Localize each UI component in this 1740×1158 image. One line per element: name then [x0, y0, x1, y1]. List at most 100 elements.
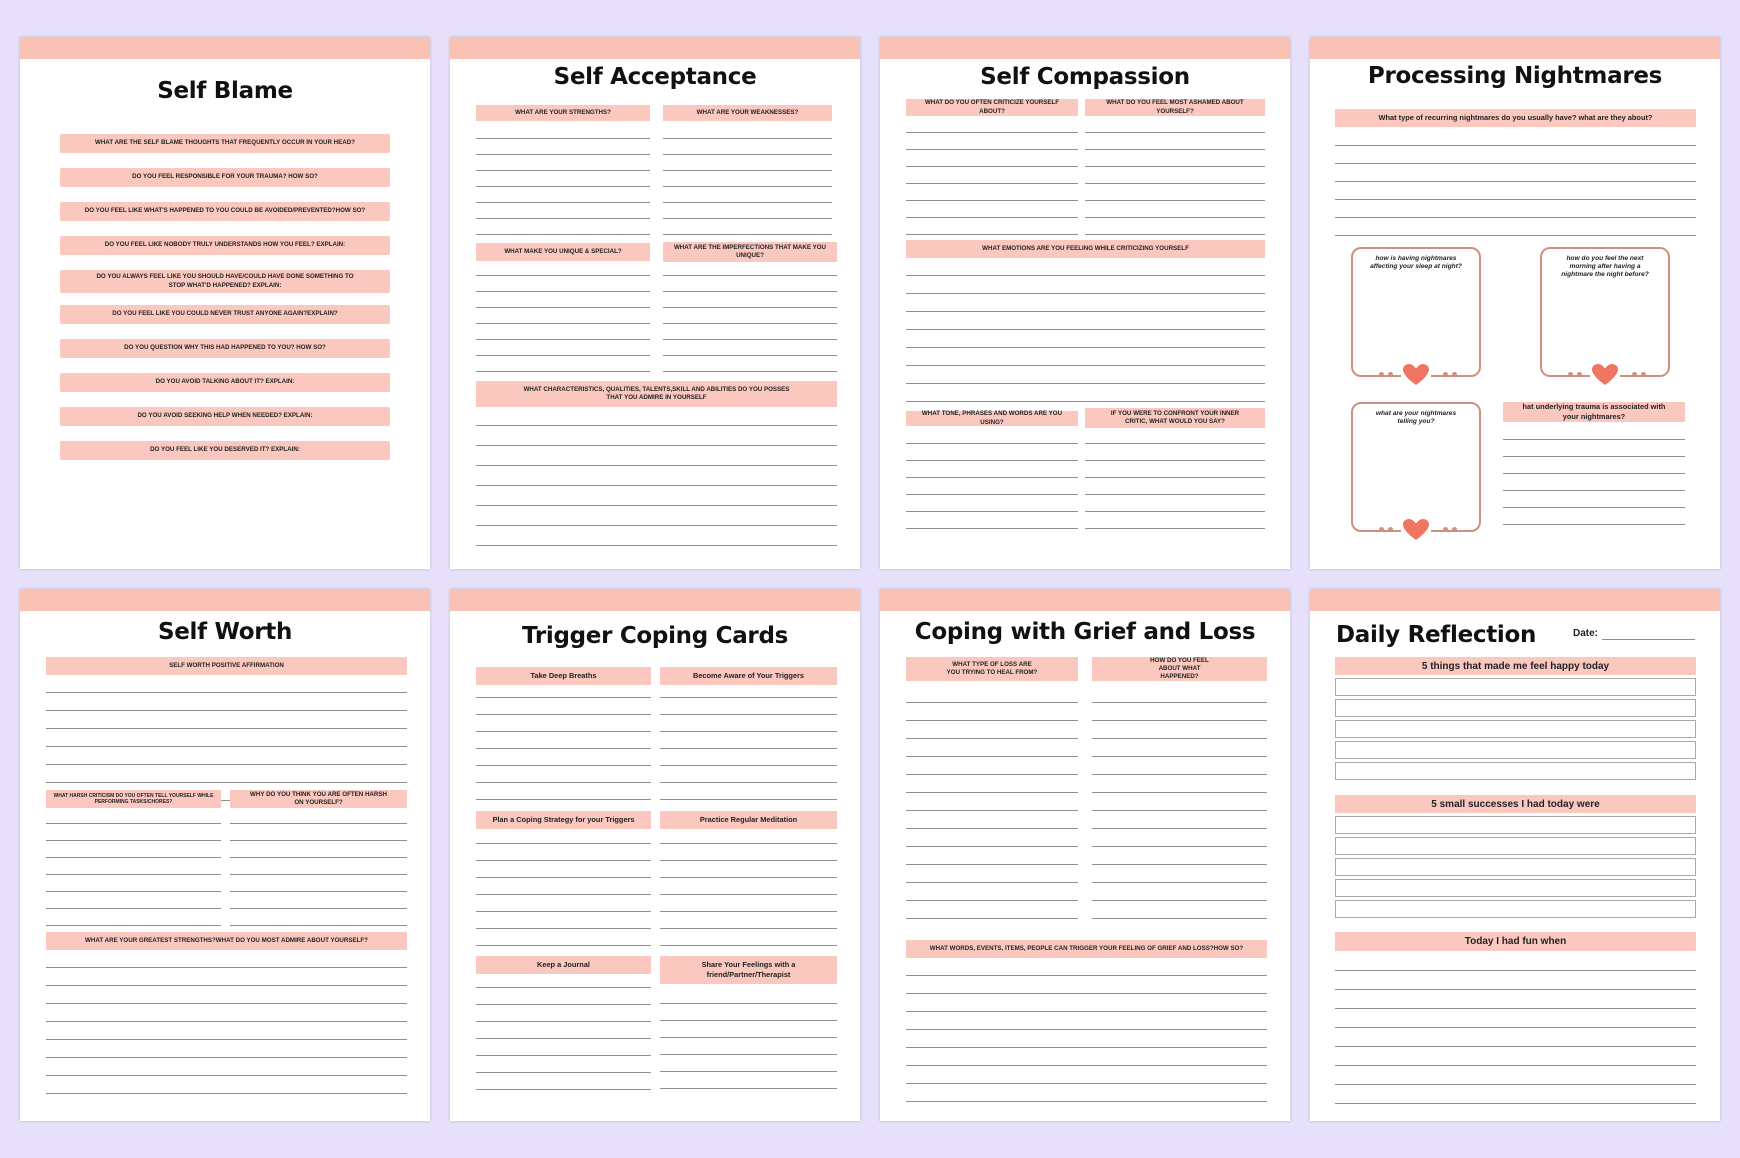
dots-decoration: [1568, 372, 1584, 377]
writing-lines: [1085, 443, 1265, 529]
prompt-bar: DO YOU FEEL RESPONSIBLE FOR YOUR TRAUMA?…: [60, 168, 390, 187]
writing-lines: [663, 138, 832, 251]
writing-lines: [663, 275, 837, 372]
box-caption: what are your nightmares telling you?: [1375, 410, 1457, 426]
coping-card-title: Become Aware of Your Triggers: [660, 667, 837, 685]
prompt-bar: WHAT HARSH CRITICISM DO YOU OFTEN TELL Y…: [46, 790, 221, 808]
writing-lines: [906, 975, 1267, 1102]
reflection-box-telling: what are your nightmares telling you?: [1351, 402, 1481, 542]
writing-lines: [476, 697, 651, 800]
writing-lines: [1085, 132, 1265, 235]
prompt-bar: WHAT DO YOU OFTEN CRITICIZE YOURSELF ABO…: [906, 99, 1078, 116]
prompt-bar: What type of recurring nightmares do you…: [1335, 109, 1696, 127]
prompt-bar: 5 things that made me feel happy today: [1335, 657, 1696, 675]
prompt-bar: WHAT TONE, PHRASES AND WORDS ARE YOU USI…: [906, 410, 1078, 426]
dots-decoration: [1443, 372, 1459, 377]
prompt-bar: WHAT TYPE OF LOSS ARE YOU TRYING TO HEAL…: [906, 657, 1078, 681]
prompt-bar: DO YOU FEEL LIKE YOU COULD NEVER TRUST A…: [60, 305, 390, 324]
page-grief-and-loss: Coping with Grief and Loss WHAT TYPE OF …: [880, 589, 1290, 1121]
writing-lines: [46, 692, 407, 801]
page-title: Processing Nightmares: [1367, 63, 1663, 89]
writing-lines: [1092, 702, 1267, 919]
entry-boxes: [1335, 816, 1696, 921]
prompt-bar: DO YOU FEEL LIKE WHAT'S HAPPENED TO YOU …: [60, 202, 390, 221]
prompt-bar: 5 small successes I had today were: [1335, 795, 1696, 813]
page-self-acceptance: Self Acceptance WHAT ARE YOUR STRENGTHS?…: [450, 37, 860, 569]
header-bar: [450, 589, 860, 611]
dots-decoration: [1632, 372, 1648, 377]
header-bar: [1310, 37, 1720, 59]
prompt-bar: DO YOU AVOID SEEKING HELP WHEN NEEDED? E…: [60, 407, 390, 426]
header-bar: [20, 37, 430, 59]
reflection-box-morning: how do you feel the next morning after h…: [1540, 247, 1670, 387]
writing-lines: [906, 132, 1078, 235]
coping-card-title: Practice Regular Meditation: [660, 811, 837, 829]
page-title: Self Blame: [157, 78, 293, 104]
writing-lines: [46, 823, 221, 926]
writing-lines: [660, 697, 837, 800]
header-bar: [880, 37, 1290, 59]
page-title: Daily Reflection: [1336, 622, 1537, 648]
prompt-bar: DO YOU ALWAYS FEEL LIKE YOU SHOULD HAVE/…: [60, 270, 390, 293]
writing-lines: [660, 1003, 837, 1089]
coping-card-title: Plan a Coping Strategy for your Triggers: [476, 811, 651, 829]
prompt-bar: DO YOU FEEL LIKE YOU DESERVED IT? EXPLAI…: [60, 441, 390, 460]
page-self-worth: Self Worth SELF WORTH POSITIVE AFFIRMATI…: [20, 589, 430, 1121]
writing-lines: [906, 443, 1078, 529]
coping-card-title: Keep a Journal: [476, 956, 651, 974]
heart-icon: [1401, 363, 1431, 387]
prompt-bar: WHAT WORDS, EVENTS, ITEMS, PEOPLE CAN TR…: [906, 940, 1267, 958]
prompt-bar: DO YOU QUESTION WHY THIS HAD HAPPENED TO…: [60, 339, 390, 358]
prompt-bar: DO YOU AVOID TALKING ABOUT IT? EXPLAIN:: [60, 373, 390, 392]
writing-lines: [230, 823, 407, 926]
writing-lines: [660, 843, 837, 946]
page-title: Trigger Coping Cards: [521, 623, 789, 649]
box-caption: how do you feel the next morning after h…: [1561, 255, 1649, 279]
writing-lines: [476, 843, 651, 946]
heart-icon: [1401, 518, 1431, 542]
coping-card-title: Share Your Feelings with a friend/Partne…: [660, 956, 837, 984]
prompt-bar: WHY DO YOU THINK YOU ARE OFTEN HARSH ON …: [230, 790, 407, 808]
page-daily-reflection: Daily Reflection Date: 5 things that mad…: [1310, 589, 1720, 1121]
page-self-compassion: Self Compassion WHAT DO YOU OFTEN CRITIC…: [880, 37, 1290, 569]
prompt-bar: WHAT DO YOU FEEL MOST ASHAMED ABOUT YOUR…: [1085, 99, 1265, 116]
entry-boxes: [1335, 678, 1696, 783]
prompt-bar: DO YOU FEEL LIKE NOBODY TRULY UNDERSTAND…: [60, 236, 390, 255]
writing-lines: [46, 967, 407, 1094]
prompt-bar: WHAT ARE YOUR GREATEST STRENGTHS?WHAT DO…: [46, 932, 407, 950]
dots-decoration: [1379, 527, 1395, 532]
prompt-bar: HOW DO YOU FEEL ABOUT WHAT HAPPENED?: [1092, 657, 1267, 681]
coping-card-title: Take Deep Breaths: [476, 667, 651, 685]
page-title: Self Acceptance: [553, 64, 757, 90]
prompt-bar: Today I had fun when: [1335, 932, 1696, 951]
dots-decoration: [1443, 527, 1459, 532]
page-title: Coping with Grief and Loss: [914, 619, 1256, 645]
prompt-bar: WHAT ARE YOUR STRENGTHS?: [476, 105, 650, 121]
header-bar: [880, 589, 1290, 611]
writing-lines: [1503, 439, 1685, 525]
page-title: Self Worth: [157, 619, 293, 645]
prompt-bar: WHAT ARE YOUR WEAKNESSES?: [663, 105, 832, 121]
writing-lines: [476, 275, 650, 372]
page-processing-nightmares: Processing Nightmares What type of recur…: [1310, 37, 1720, 569]
prompt-bar: WHAT CHARACTERISTICS, QUALITIES, TALENTS…: [476, 381, 837, 407]
dots-decoration: [1379, 372, 1395, 377]
prompt-bar: WHAT MAKE YOU UNIQUE & SPECIAL?: [476, 243, 650, 261]
writing-lines: [476, 138, 650, 251]
writing-lines: [1335, 970, 1696, 1104]
page-self-blame: Self Blame WHAT ARE THE SELF BLAME THOUG…: [20, 37, 430, 569]
writing-lines: [476, 425, 837, 546]
writing-lines: [1335, 145, 1696, 236]
writing-lines: [906, 702, 1078, 919]
prompt-bar: WHAT EMOTIONS ARE YOU FEELING WHILE CRIT…: [906, 240, 1265, 258]
prompt-bar: SELF WORTH POSITIVE AFFIRMATION: [46, 657, 407, 675]
writing-lines: [476, 987, 651, 1090]
header-bar: [450, 37, 860, 59]
date-line: [1602, 639, 1695, 640]
prompt-bar: hat underlying trauma is associated with…: [1503, 402, 1685, 422]
box-caption: how is having nightmares affecting your …: [1370, 255, 1462, 271]
heart-icon: [1590, 363, 1620, 387]
date-label: Date:: [1573, 628, 1599, 639]
header-bar: [1310, 589, 1720, 611]
prompt-bar: WHAT ARE THE IMPERFECTIONS THAT MAKE YOU…: [663, 242, 837, 262]
